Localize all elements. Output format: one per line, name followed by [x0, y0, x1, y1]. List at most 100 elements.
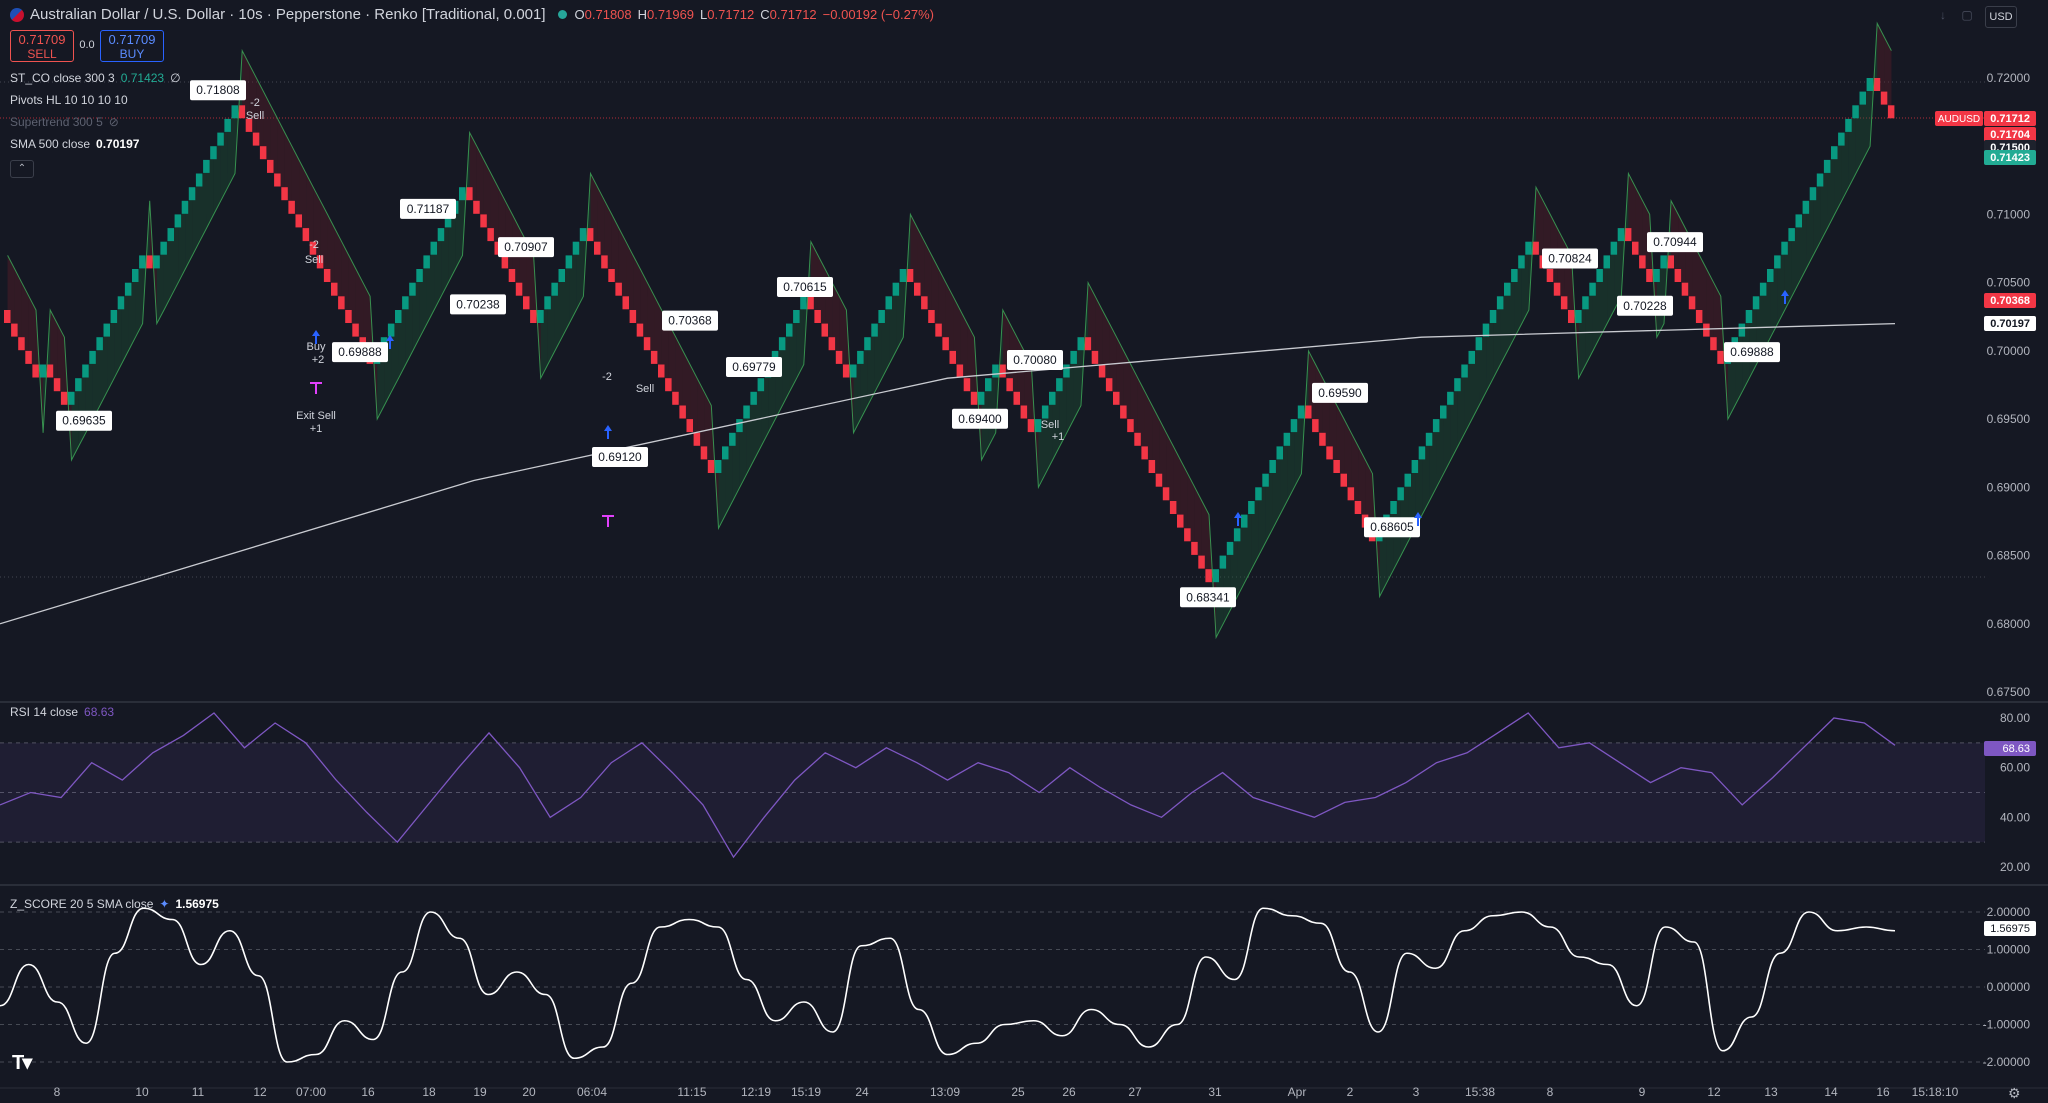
pivot-label-box — [662, 310, 718, 331]
time-tick-label: 14 — [1824, 1085, 1838, 1099]
renko-brick — [1560, 296, 1568, 310]
sell-button[interactable]: 0.71709 SELL — [10, 30, 74, 62]
scroll-down-icon[interactable]: ↓ — [1940, 8, 1946, 22]
time-tick-label: 10 — [135, 1085, 149, 1099]
time-tick-label: 19 — [473, 1085, 487, 1099]
renko-brick — [1575, 310, 1582, 323]
renko-brick — [1795, 214, 1802, 228]
price-badge-text: 0.70368 — [1990, 295, 2030, 307]
exit-marker-icon — [602, 515, 614, 527]
time-tick-label: 13 — [1764, 1085, 1778, 1099]
renko-brick — [132, 269, 139, 282]
pivot-label: 0.69590 — [1312, 382, 1368, 403]
rsi-band — [0, 742, 1985, 843]
hidden-eye-icon[interactable]: ⊘ — [108, 115, 119, 129]
renko-brick — [459, 187, 466, 201]
renko-brick — [1489, 310, 1497, 323]
renko-brick — [1582, 296, 1589, 310]
renko-brick — [1710, 337, 1717, 351]
buy-button[interactable]: 0.71709 BUY — [100, 30, 164, 62]
renko-brick — [1162, 487, 1170, 501]
pivot-label-box — [56, 410, 112, 431]
pivot-label-text: 0.71808 — [196, 83, 240, 97]
pivot-label-box — [332, 342, 388, 363]
settings-gear-icon[interactable]: ⚙ — [2008, 1085, 2021, 1101]
renko-brick — [1475, 337, 1483, 351]
renko-brick — [1518, 255, 1525, 269]
renko-brick — [1788, 228, 1795, 242]
renko-brick — [1326, 446, 1333, 460]
renko-brick — [1624, 228, 1632, 242]
renko-brick — [1148, 460, 1156, 473]
market-status-icon — [557, 10, 567, 19]
renko-brick — [992, 364, 999, 378]
rsi-tick-label: 60.00 — [2000, 761, 2030, 775]
renko-brick — [1717, 350, 1724, 364]
time-tick-label: 9 — [1639, 1085, 1646, 1099]
renko-brick — [39, 364, 46, 378]
legend-sma[interactable]: SMA 500 close 0.70197 — [10, 137, 140, 151]
signal-label: Sell — [305, 254, 323, 266]
renko-brick — [331, 282, 338, 296]
pivot-label: 0.69779 — [726, 357, 782, 378]
pivot-label-box — [1007, 349, 1063, 370]
renko-brick — [878, 310, 885, 323]
renko-brick — [686, 419, 693, 433]
currency-button[interactable]: USD — [1985, 6, 2017, 28]
legend-rsi[interactable]: RSI 14 close 68.63 — [10, 705, 115, 719]
legend-st-co[interactable]: ST_CO close 300 3 0.71423 ∅ — [10, 71, 181, 85]
buy-arrow-icon — [312, 330, 320, 344]
low-value: 0.71712 — [707, 7, 755, 22]
time-tick-label: 8 — [54, 1085, 61, 1099]
renko-brick — [1390, 501, 1397, 514]
renko-brick — [608, 269, 615, 282]
price-tick-label: 0.69000 — [1987, 480, 2031, 494]
time-tick-label: Apr — [1288, 1085, 1307, 1099]
zscore-line — [0, 907, 1896, 1063]
pivot-label-text: 0.70080 — [1013, 353, 1057, 367]
zscore-value: 1.56975 — [175, 897, 219, 911]
renko-brick — [750, 391, 757, 405]
renko-brick — [1113, 391, 1120, 405]
pivot-label-text: 0.69888 — [1730, 345, 1774, 359]
change-value: −0.00192 (−0.27%) — [822, 7, 934, 22]
renko-brick — [82, 364, 89, 378]
symbol-title[interactable]: Australian Dollar / U.S. Dollar · 10s · … — [30, 6, 546, 23]
renko-brick — [25, 350, 32, 364]
renko-brick — [1105, 378, 1113, 392]
renko-brick — [1141, 446, 1148, 460]
zscore-badge — [1984, 921, 2036, 936]
renko-brick — [1319, 432, 1326, 446]
renko-brick — [139, 255, 146, 269]
renko-brick — [1553, 282, 1561, 296]
renko-brick — [1098, 364, 1106, 378]
collapse-legend-button[interactable]: ⌃ — [10, 160, 34, 178]
rsi-tick-label: 80.00 — [2000, 711, 2030, 725]
legend-pivots[interactable]: Pivots HL 10 10 10 10 — [10, 93, 128, 107]
renko-brick — [1077, 337, 1084, 351]
legend-zscore[interactable]: Z_SCORE 20 5 SMA close ✦ 1.56975 — [10, 897, 219, 911]
renko-brick — [1340, 473, 1347, 487]
time-tick-label: 11:15 — [677, 1085, 706, 1099]
renko-brick — [821, 323, 828, 337]
renko-brick — [1831, 146, 1838, 160]
high-value: 0.71969 — [647, 7, 695, 22]
rsi-value: 68.63 — [84, 705, 115, 719]
price-tick-label: 0.70500 — [1987, 276, 2031, 290]
renko-brick — [1041, 405, 1049, 419]
renko-brick — [1738, 323, 1746, 337]
pivot-label: 0.69635 — [56, 410, 112, 431]
pivot-label-text: 0.69590 — [1318, 386, 1362, 400]
zscore-tick-label: -2.00000 — [1983, 1055, 2031, 1069]
legend-supertrend[interactable]: Supertrend 300 5 ⊘ — [10, 115, 119, 129]
fullscreen-icon[interactable]: ▢ — [1961, 8, 1973, 22]
renko-brick — [1461, 364, 1468, 378]
renko-brick — [565, 255, 573, 269]
signal-label: +1 — [1052, 431, 1065, 443]
renko-brick — [1120, 405, 1127, 419]
close-value: 0.71712 — [769, 7, 817, 22]
renko-brick — [75, 378, 82, 392]
renko-brick — [430, 241, 437, 255]
renko-brick — [1774, 255, 1781, 269]
